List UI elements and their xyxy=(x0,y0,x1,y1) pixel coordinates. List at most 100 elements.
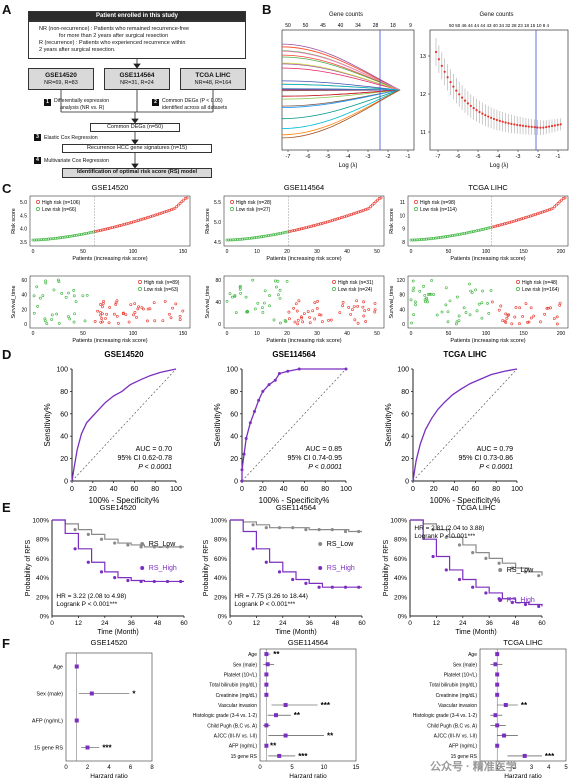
x-tick-label: 4 xyxy=(547,765,551,771)
chart-title: GSE114564 xyxy=(284,183,324,192)
survival-point xyxy=(178,314,182,318)
survival-point xyxy=(228,292,232,296)
x-tick-label: 80 xyxy=(492,486,500,493)
risk-point xyxy=(248,236,251,240)
hr-marker xyxy=(74,664,79,669)
roc-point xyxy=(244,436,248,440)
risk-point xyxy=(312,224,315,228)
y-axis-label: Probability of RFS xyxy=(203,539,210,596)
risk-point xyxy=(123,222,127,226)
survival-point xyxy=(552,317,556,321)
x-tick-label: 50 xyxy=(374,331,380,337)
risk-point xyxy=(241,237,244,241)
row-label: Creatinine (mg/dL) xyxy=(216,693,258,699)
risk-point xyxy=(527,215,531,218)
enrolled-header: Patient enrolled in this study xyxy=(28,11,246,21)
survival-point xyxy=(501,319,505,323)
survival-point xyxy=(521,315,525,318)
x-tick-label: 12 xyxy=(75,620,83,627)
cv-point xyxy=(556,123,559,127)
survival-point xyxy=(306,310,310,314)
y-axis-label: Risk score xyxy=(389,208,395,234)
y-tick-label: 60 xyxy=(21,278,27,284)
risk-point xyxy=(379,196,383,200)
x-tick-label: 80 xyxy=(321,486,329,493)
panel-label-c: C xyxy=(2,181,12,196)
x-tick-label: 40 xyxy=(344,249,350,255)
hr-marker xyxy=(264,692,269,697)
risk-point xyxy=(130,220,134,224)
censor-mark xyxy=(291,577,295,582)
survival-point xyxy=(505,316,509,320)
x-tick-label: 150 xyxy=(519,331,528,337)
survival-point xyxy=(297,299,301,303)
survival-point xyxy=(373,310,377,314)
survival-point xyxy=(32,311,36,315)
hr-marker xyxy=(522,753,527,758)
risk-point xyxy=(128,221,132,225)
survival-point xyxy=(300,316,304,320)
risk-point xyxy=(296,228,300,231)
x-axis-label: Patients (increasing risk score) xyxy=(450,338,525,344)
risk-point xyxy=(313,223,317,227)
survival-point xyxy=(66,315,70,318)
chart-title: GSE14520 xyxy=(92,183,129,192)
risk-point xyxy=(286,230,289,234)
legend-low-label: Low risk (n=66) xyxy=(42,207,77,213)
risk-point xyxy=(480,228,484,231)
legend-low-label: Low risk (n=114) xyxy=(420,207,457,213)
risk-point xyxy=(489,226,492,229)
plot-frame xyxy=(429,29,569,151)
survival-point xyxy=(114,303,118,306)
risk-point xyxy=(418,238,422,242)
row-label: Age xyxy=(248,652,257,658)
legend-high-label: High risk (n=106) xyxy=(42,200,81,206)
risk-point xyxy=(303,226,307,230)
risk-point xyxy=(90,230,94,234)
censor-mark xyxy=(510,566,514,570)
row-label: AJCC (III-IV vs. I-II) xyxy=(214,734,258,740)
ci-label: 95% CI 0.73-0.86 xyxy=(459,455,514,462)
watermark-text: 公众号 · 精准医学 xyxy=(430,761,517,773)
survival-point xyxy=(50,313,54,317)
risk-point xyxy=(109,226,113,230)
survival-point xyxy=(311,309,315,313)
cv-point xyxy=(545,125,548,129)
survival-point xyxy=(44,281,48,285)
cv-point xyxy=(504,121,507,124)
dataset-counts: NR=48, R=164 xyxy=(194,80,232,86)
x-axis-label: Time (Month) xyxy=(97,629,138,636)
survival-point xyxy=(239,284,242,288)
risk-point xyxy=(298,227,302,231)
step-4-badge: 4 xyxy=(34,157,41,164)
x-tick-label: 10 xyxy=(321,765,328,771)
y-tick-label: 9 xyxy=(402,227,405,233)
risk-point xyxy=(449,234,453,238)
survival-point xyxy=(526,321,529,324)
risk-point xyxy=(346,214,350,217)
risk-point xyxy=(370,203,374,207)
recurrence-signature-box: Recurrence HCC gene signatures (n=15) xyxy=(62,144,212,153)
roc-point xyxy=(257,398,261,402)
top-tick-label: 9 xyxy=(409,23,412,29)
survival-point xyxy=(171,306,174,310)
y-tick-label: 100% xyxy=(32,518,49,525)
censor-mark xyxy=(291,526,295,530)
coefficient-path xyxy=(281,89,401,120)
survival-point xyxy=(234,311,238,315)
risk-point xyxy=(525,215,529,219)
survival-point xyxy=(555,315,559,319)
survival-point xyxy=(60,291,64,295)
censor-mark xyxy=(99,570,104,574)
x-axis-label: 100% - Specificity% xyxy=(89,496,160,505)
y-tick-label: 5.5 xyxy=(214,200,221,206)
survival-point xyxy=(543,312,546,316)
censor-mark xyxy=(264,560,268,564)
legend-low-label: Low risk (n=24) xyxy=(338,287,373,293)
censor-mark xyxy=(330,528,334,532)
risk-point xyxy=(267,234,270,237)
cv-point xyxy=(443,70,446,73)
risk-point xyxy=(178,201,182,205)
panel-label-f: F xyxy=(2,636,10,651)
